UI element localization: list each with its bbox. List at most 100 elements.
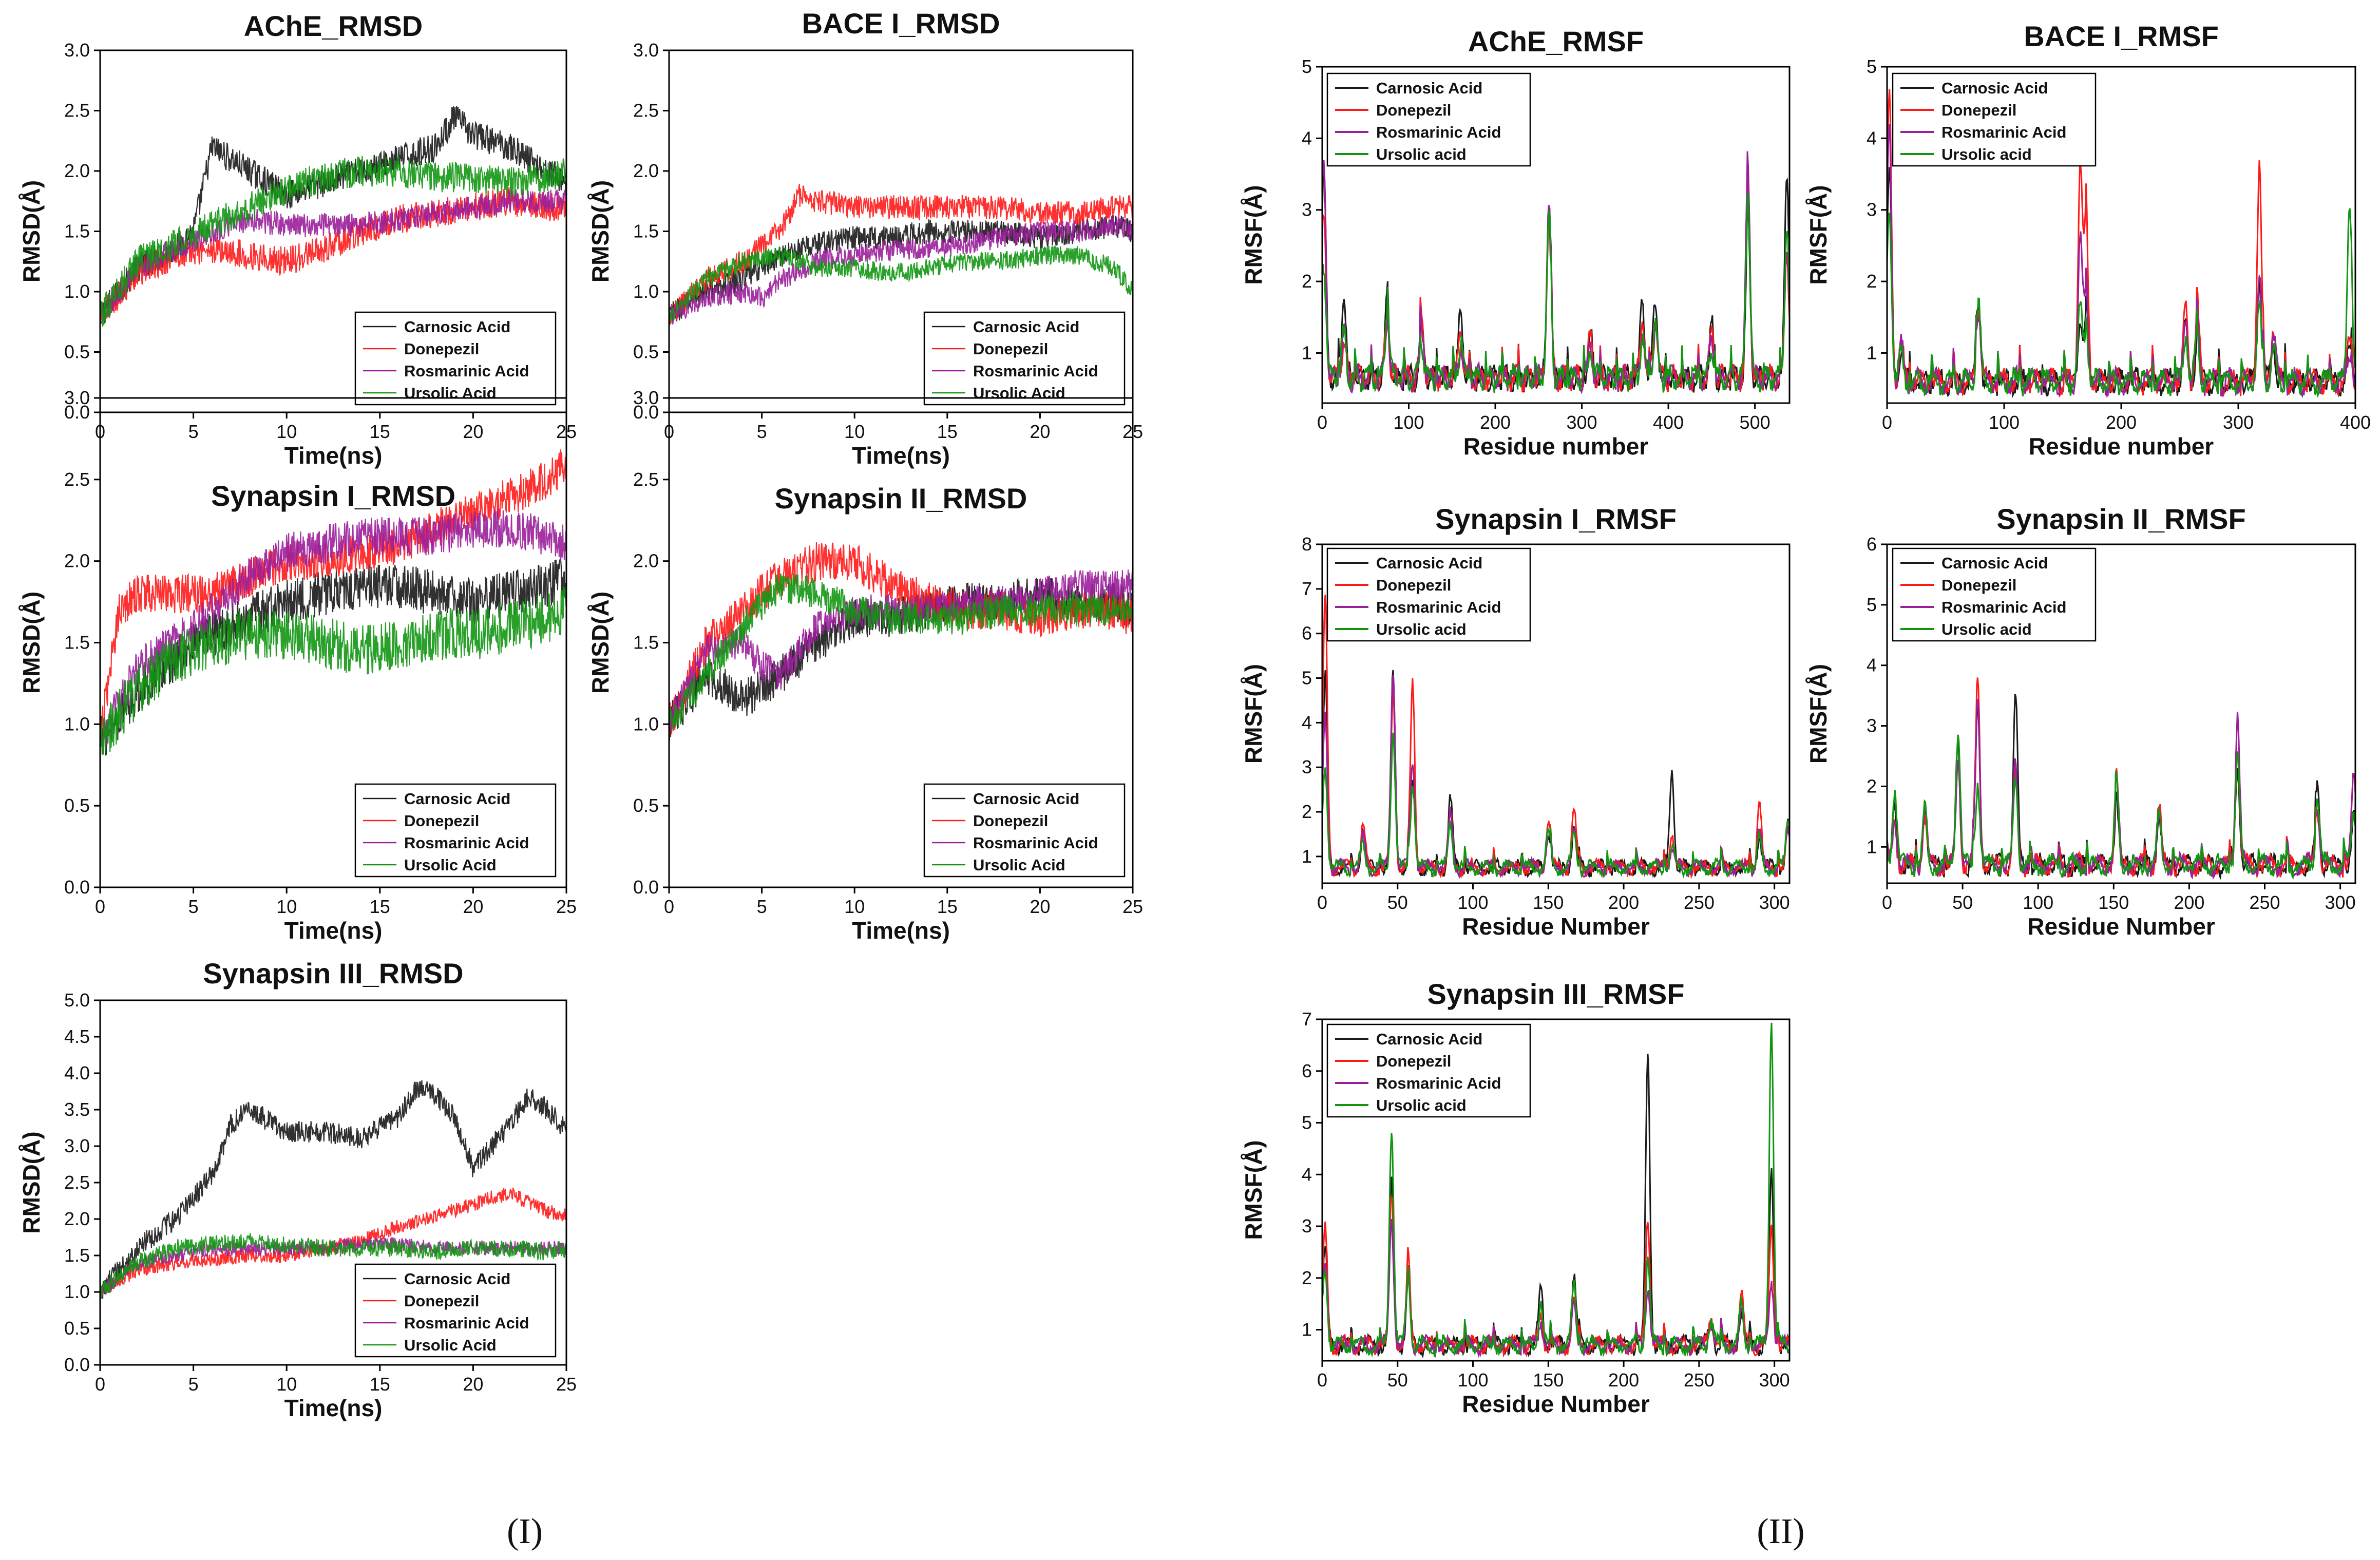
- x-tick-label: 15: [937, 896, 958, 917]
- legend-label: Ursolic acid: [1941, 620, 2032, 638]
- y-tick-label: 1.0: [64, 281, 90, 302]
- plot-frame: [1321, 66, 1791, 404]
- series-line-ursolic-acid: [1322, 1022, 1789, 1358]
- legend-label: Rosmarinic Acid: [1941, 123, 2066, 141]
- plot-area: [100, 449, 566, 756]
- series-line-donepezil: [1322, 1196, 1789, 1358]
- series-line-carnosic-acid: [1887, 167, 2355, 398]
- legend-label: Rosmarinic Acid: [1941, 598, 2066, 616]
- x-tick-label: 100: [1458, 892, 1489, 913]
- x-tick-label: 150: [1533, 1369, 1564, 1391]
- series-line-ursolic-acid: [1322, 193, 1789, 393]
- y-tick-label: 2.0: [633, 550, 659, 572]
- series-line-ursolic-acid: [100, 1233, 566, 1299]
- legend-label: Carnosic Acid: [973, 790, 1079, 808]
- y-tick-label: 6: [1302, 623, 1312, 644]
- y-tick-label: 0.0: [633, 402, 659, 423]
- legend-label: Ursolic acid: [1376, 620, 1467, 638]
- legend: Carnosic Acid Donepezil Rosmarinic Acid Urs…: [354, 783, 557, 878]
- y-tick-label: 4: [1302, 127, 1312, 148]
- x-tick-label: 300: [2223, 412, 2254, 433]
- legend-box: [354, 783, 557, 878]
- x-tick-label: 400: [1653, 412, 1684, 433]
- plot-area: [669, 183, 1133, 326]
- y-tick-label: 0.5: [64, 795, 90, 816]
- y-tick-label: 0.5: [64, 1318, 90, 1339]
- x-tick-label: 50: [1952, 892, 1973, 913]
- x-tick-label: 15: [370, 896, 390, 917]
- y-tick-label: 2.5: [64, 100, 90, 121]
- legend-label: Donepezil: [1941, 101, 2016, 119]
- x-axis-label: Time(ns): [852, 442, 950, 469]
- x-tick-label: 250: [1684, 892, 1715, 913]
- legend-label: Rosmarinic Acid: [973, 362, 1098, 380]
- chart-title: Synapsin I_RMSD: [211, 480, 455, 512]
- y-tick-label: 4.5: [64, 1026, 90, 1047]
- x-axis-label: Residue Number: [2027, 913, 2215, 940]
- y-tick-label: 3.5: [64, 1099, 90, 1120]
- y-axis-label: RMSD(Å): [18, 592, 45, 694]
- y-tick-label: 0.5: [633, 341, 659, 363]
- x-tick-label: 200: [1608, 1369, 1639, 1391]
- y-tick-label: 4.0: [64, 1062, 90, 1083]
- legend-label: Ursolic Acid: [404, 1336, 497, 1354]
- x-tick-label: 0: [1317, 1369, 1327, 1391]
- legend-box: [354, 311, 557, 406]
- y-tick-label: 3: [1867, 715, 1877, 736]
- chart-title: AChE_RMSD: [244, 10, 423, 42]
- y-axis-label: RMSF(Å): [1240, 1140, 1267, 1240]
- x-tick-label: 200: [2106, 412, 2137, 433]
- x-tick-label: 100: [1989, 412, 2020, 433]
- y-axis-label: RMSF(Å): [1805, 664, 1832, 764]
- x-tick-label: 100: [2023, 892, 2053, 913]
- chart-bace_rmsf: BACE I_RMSF 0 100 200 300 400 1 2 3 4 5 Residue num…: [1805, 20, 2371, 460]
- chart-title: BACE I_RMSF: [2024, 20, 2219, 52]
- series-line-donepezil: [100, 187, 566, 320]
- x-axis-label: Time(ns): [284, 917, 383, 944]
- legend: Carnosic Acid Donepezil Rosmarinic Acid Urs…: [354, 1263, 557, 1358]
- x-axis-label: Time(ns): [284, 442, 383, 469]
- y-tick-label: 1.0: [64, 1281, 90, 1302]
- x-tick-label: 5: [188, 896, 199, 917]
- legend-label: Donepezil: [404, 812, 479, 830]
- y-tick-label: 0.0: [64, 402, 90, 423]
- y-tick-label: 3.0: [64, 1135, 90, 1156]
- y-tick-label: 1: [1867, 836, 1877, 857]
- legend: Carnosic Acid Donepezil Rosmarinic Acid Urs…: [354, 311, 557, 406]
- chart-title: BACE I_RMSD: [802, 7, 1000, 40]
- series-line-carnosic-acid: [100, 1080, 566, 1299]
- series-line-rosmarinic-acid: [1887, 699, 2355, 880]
- y-tick-label: 5: [1302, 1112, 1312, 1133]
- x-tick-label: 300: [1567, 412, 1597, 433]
- y-tick-label: 6: [1302, 1060, 1312, 1081]
- y-axis-label: RMSD(Å): [587, 592, 614, 694]
- legend-label: Donepezil: [1941, 576, 2016, 594]
- legend-box: [354, 1263, 557, 1358]
- legend: Carnosic Acid Donepezil Rosmarinic Acid Urs…: [1892, 72, 2097, 167]
- y-tick-label: 5: [1867, 56, 1877, 77]
- y-tick-label: 5: [1867, 594, 1877, 615]
- legend-label: Carnosic Acid: [973, 318, 1079, 336]
- legend-label: Donepezil: [1376, 101, 1451, 119]
- y-tick-label: 3.0: [633, 387, 659, 408]
- legend-label: Ursolic Acid: [973, 384, 1065, 402]
- y-tick-label: 1.5: [633, 632, 659, 653]
- y-tick-label: 1.0: [633, 281, 659, 302]
- y-tick-label: 8: [1302, 534, 1312, 555]
- legend-label: Rosmarinic Acid: [404, 834, 529, 852]
- x-tick-label: 100: [1458, 1369, 1489, 1391]
- y-axis-label: RMSF(Å): [1240, 185, 1267, 284]
- legend-label: Carnosic Acid: [1376, 79, 1482, 97]
- legend-label: Ursolic Acid: [973, 856, 1065, 874]
- x-tick-label: 300: [1759, 892, 1790, 913]
- chart-ache_rmsf: AChE_RMSF 0 100 200 300 400 500 1 2 3 4 5 Residue nu…: [1240, 25, 1791, 460]
- y-tick-label: 1.0: [64, 713, 90, 734]
- y-tick-label: 1.5: [64, 1245, 90, 1266]
- plot-area: [1887, 677, 2355, 880]
- chart-title: Synapsin I_RMSF: [1435, 503, 1677, 535]
- legend-label: Ursolic acid: [1941, 145, 2032, 163]
- x-axis-label: Residue number: [1463, 433, 1649, 460]
- chart-title: Synapsin III_RMSD: [203, 957, 463, 990]
- x-tick-label: 25: [1122, 896, 1143, 917]
